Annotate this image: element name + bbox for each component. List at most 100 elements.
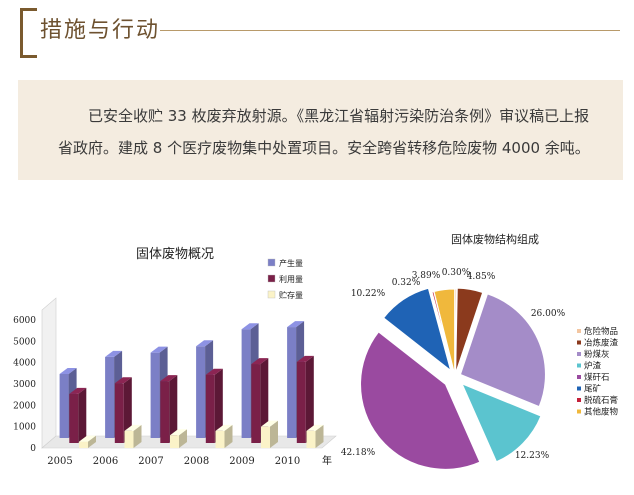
pie-legend-swatch-炉渣 (577, 363, 581, 368)
bar-front-贮存量-2007 (170, 435, 179, 448)
y-tick-label: 0 (30, 444, 36, 454)
bar-side-利用量-2009 (260, 358, 269, 443)
legend-swatch-贮存量 (267, 290, 276, 299)
y-tick-label: 1000 (13, 423, 36, 433)
pie-legend-label-炉渣: 炉渣 (584, 361, 602, 372)
bar-top-利用量-2008 (205, 368, 223, 375)
bar-front-贮存量-2005 (79, 441, 88, 448)
pie-data-label: 26.00% (531, 309, 566, 319)
pie-data-label: 12.23% (515, 451, 550, 461)
pie-legend-label-脱硫石膏: 脱硫石膏 (584, 395, 618, 406)
bar-side-贮存量-2009 (270, 420, 278, 448)
pie-legend-label-危险物品: 危险物品 (584, 326, 618, 337)
bar-top-贮存量-2009 (261, 420, 278, 427)
bar-top-利用量-2007 (160, 375, 178, 382)
bar-front-利用量-2008 (205, 374, 215, 443)
bar-chart-side-wall (41, 297, 57, 449)
bar-side-贮存量-2007 (179, 429, 187, 448)
bar-top-产生量-2005 (59, 368, 77, 374)
legend-swatch-产生量 (267, 258, 276, 267)
bar-top-贮存量-2010 (306, 424, 324, 431)
bar-front-利用量-2007 (160, 381, 170, 443)
legend-label-利用量: 利用量 (279, 274, 303, 284)
bar-front-产生量-2005 (59, 374, 69, 438)
pie-slice-炉渣 (461, 383, 542, 463)
bar-top-利用量-2006 (114, 377, 132, 384)
bar-front-贮存量-2006 (124, 430, 134, 448)
bar-front-利用量-2010 (296, 361, 306, 443)
bar-top-产生量-2010 (287, 321, 305, 328)
legend-swatch-利用量 (267, 274, 276, 283)
bar-side-贮存量-2010 (315, 424, 324, 448)
bar-top-产生量-2006 (105, 350, 123, 357)
pie-chart-title: 固体废物结构组成 (451, 232, 539, 246)
pie-data-label: 42.18% (341, 448, 376, 458)
bar-front-贮存量-2008 (215, 430, 225, 448)
title-rule (160, 30, 620, 31)
bar-top-利用量-2009 (251, 358, 269, 365)
x-tick-label: 2006 (93, 456, 118, 467)
pie-legend-swatch-煤矸石 (577, 375, 581, 379)
pie-legend-swatch-脱硫石膏 (577, 398, 581, 402)
pie-legend-swatch-其他废物 (577, 409, 581, 414)
bar-top-贮存量-2006 (124, 424, 142, 431)
x-axis-unit: 年 (322, 454, 332, 467)
bar-top-产生量-2008 (196, 340, 214, 347)
bar-top-利用量-2010 (296, 355, 314, 362)
pie-legend-label-粉煤灰: 粉煤灰 (584, 349, 610, 360)
bar-side-利用量-2007 (169, 375, 178, 443)
pie-slice-其他废物 (433, 288, 456, 375)
pie-data-label: 4.85% (467, 272, 496, 282)
pie-data-label: 0.32% (392, 278, 421, 288)
bar-side-贮存量-2006 (133, 424, 142, 448)
pie-legend-swatch-冶炼废渣 (577, 340, 581, 345)
bar-front-利用量-2006 (114, 383, 124, 443)
pie-legend-label-尾矿: 尾矿 (584, 384, 602, 395)
section-header: 措施与行动 (0, 0, 634, 60)
summary-box: 已安全收贮 33 枚废弃放射源。《黑龙江省辐射污染防治条例》审议稿已上报省政府。… (18, 80, 623, 180)
pie-legend-label-其他废物: 其他废物 (584, 407, 619, 418)
bar-top-贮存量-2005 (79, 435, 96, 442)
pie-slice-煤矸石 (360, 331, 481, 470)
bar-top-贮存量-2007 (170, 429, 187, 436)
legend-label-贮存量: 贮存量 (279, 290, 303, 300)
bar-front-产生量-2009 (241, 329, 251, 438)
bar-side-利用量-2005 (78, 387, 87, 443)
title-bracket (20, 8, 37, 58)
pie-legend-swatch-危险物品 (577, 329, 581, 333)
pie-slice-冶炼废渣 (455, 287, 484, 374)
y-tick-label: 3000 (13, 380, 36, 390)
legend-label-产生量: 产生量 (279, 258, 303, 268)
bar-side-贮存量-2008 (224, 424, 233, 448)
summary-text: 已安全收贮 33 枚废弃放射源。《黑龙江省辐射污染防治条例》审议稿已上报省政府。… (58, 107, 590, 157)
bar-top-利用量-2005 (69, 387, 87, 394)
y-tick-label: 4000 (13, 359, 36, 369)
y-tick-label: 5000 (13, 337, 36, 347)
x-tick-label: 2008 (184, 456, 209, 467)
bar-top-贮存量-2008 (215, 424, 233, 431)
bar-front-产生量-2007 (150, 352, 160, 438)
bar-top-产生量-2007 (150, 346, 168, 353)
bar-front-贮存量-2010 (306, 430, 316, 448)
bar-front-产生量-2010 (287, 327, 297, 438)
pie-data-label: 3.89% (412, 271, 441, 281)
bar-side-利用量-2006 (123, 377, 132, 443)
bar-side-贮存量-2005 (88, 435, 96, 448)
pie-data-label: 10.22% (351, 289, 386, 299)
pie-legend-label-冶炼废渣: 冶炼废渣 (584, 338, 619, 349)
x-tick-label: 2007 (138, 456, 163, 467)
y-tick-label: 6000 (13, 316, 36, 326)
page-title: 措施与行动 (40, 18, 161, 43)
bar-front-产生量-2008 (196, 346, 206, 438)
x-tick-label: 2005 (47, 456, 72, 467)
bar-front-利用量-2009 (251, 364, 261, 443)
bar-front-产生量-2006 (105, 356, 115, 438)
pie-slice-粉煤灰 (459, 293, 546, 408)
pie-legend-label-煤矸石: 煤矸石 (584, 372, 610, 383)
bar-front-利用量-2005 (69, 393, 79, 443)
bar-side-利用量-2010 (305, 355, 314, 443)
bar-side-利用量-2008 (214, 368, 223, 443)
bar-chart-title: 固体废物概况 (136, 246, 214, 262)
y-tick-label: 2000 (13, 401, 36, 411)
